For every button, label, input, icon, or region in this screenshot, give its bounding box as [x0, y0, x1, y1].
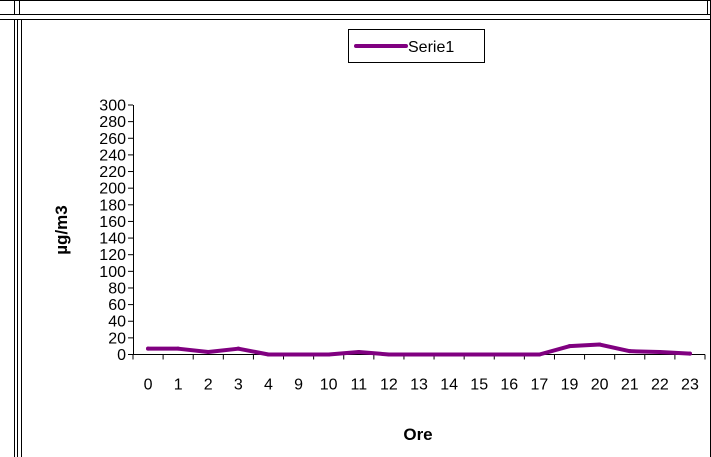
data-point	[296, 352, 301, 357]
x-tick-label: 20	[591, 377, 609, 394]
x-tick-label: 16	[500, 377, 518, 394]
x-tick-label: 17	[531, 377, 549, 394]
x-ticks: 0 1 2 3 4 9 10 11 12 13 14 15 16 17 19 20 21 22 23	[132, 354, 706, 394]
y-tick-label: 220	[99, 164, 126, 181]
y-tick-label: 160	[99, 214, 126, 231]
data-point	[326, 352, 331, 357]
x-tick-label: 3	[234, 377, 243, 394]
series-layer	[146, 342, 692, 357]
data-point	[567, 344, 572, 349]
legend-box	[348, 29, 485, 63]
x-tick-label: 15	[470, 377, 488, 394]
x-tick-label: 11	[350, 377, 367, 394]
y-tick-label: 100	[99, 264, 126, 281]
data-point	[236, 346, 241, 351]
data-point	[657, 350, 662, 355]
y-tick-label: 260	[99, 131, 126, 148]
data-point	[507, 352, 512, 357]
x-tick-label: 19	[561, 377, 579, 394]
y-tick-label: 40	[108, 314, 126, 331]
x-tick-label: 1	[174, 377, 183, 394]
x-tick-label: 13	[410, 377, 428, 394]
y-tick-label: 180	[99, 197, 126, 214]
data-point	[146, 346, 151, 351]
y-tick-label: 60	[108, 297, 126, 314]
y-tick-label: 240	[99, 147, 126, 164]
data-point	[386, 352, 391, 357]
data-point	[627, 349, 632, 354]
y-ticks: 0204060801001201401601802002202402602803…	[99, 98, 133, 364]
data-point	[417, 352, 421, 357]
data-point	[266, 352, 271, 357]
y-axis-title: µg/m3	[52, 205, 71, 254]
x-tick-label: 23	[681, 377, 699, 394]
x-tick-label: 10	[320, 377, 338, 394]
y-tick-label: 20	[108, 330, 126, 347]
legend-label: Serie1	[408, 39, 454, 56]
x-tick-label: 0	[144, 377, 153, 394]
data-point	[176, 346, 181, 351]
data-point	[537, 352, 542, 357]
x-tick-label: 12	[380, 377, 398, 394]
y-tick-label: 280	[99, 114, 126, 131]
x-tick-label: 9	[294, 377, 303, 394]
x-axis-title: Ore	[403, 425, 432, 444]
x-tick-label: 2	[204, 377, 213, 394]
x-tick-label: 21	[621, 377, 639, 394]
data-point	[477, 352, 482, 357]
data-point	[597, 342, 602, 347]
y-tick-label: 200	[99, 181, 126, 198]
data-point	[356, 350, 361, 355]
y-tick-label: 300	[99, 98, 126, 115]
y-tick-label: 80	[108, 280, 126, 297]
y-tick-label: 140	[99, 231, 126, 248]
y-tick-label: 120	[99, 247, 126, 264]
data-point	[206, 350, 211, 355]
data-point	[687, 351, 692, 356]
y-tick-label: 0	[117, 347, 126, 364]
x-tick-label: 4	[264, 377, 273, 394]
x-tick-label: 14	[440, 377, 458, 394]
legend: Serie1	[348, 29, 485, 63]
data-point	[447, 352, 452, 357]
x-tick-label: 22	[651, 377, 669, 394]
